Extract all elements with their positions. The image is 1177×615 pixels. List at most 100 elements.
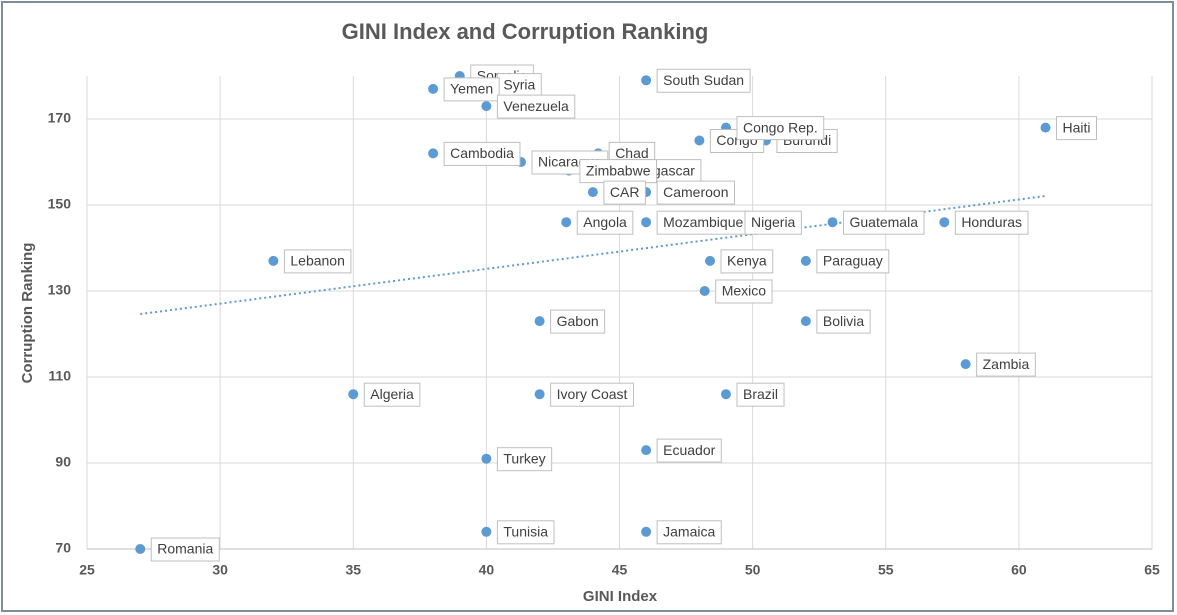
point xyxy=(587,187,598,198)
point-label: Algeria xyxy=(370,386,414,402)
point-label: Nigeria xyxy=(751,214,796,230)
x-tick-label: 35 xyxy=(345,562,361,578)
y-tick-label: 130 xyxy=(48,282,72,298)
y-tick-label: 70 xyxy=(55,540,71,556)
point-label: Honduras xyxy=(961,214,1022,230)
label-box xyxy=(656,438,722,463)
label-box xyxy=(443,141,521,166)
label-box xyxy=(656,180,735,205)
y-tick-label: 90 xyxy=(55,454,71,470)
point-label: Angola xyxy=(583,214,627,230)
point xyxy=(960,359,971,370)
point-label: Haiti xyxy=(1063,119,1091,135)
label-box xyxy=(576,210,634,235)
point-label: Zimbabwe xyxy=(586,162,651,178)
label-box xyxy=(954,210,1029,235)
label-box xyxy=(363,382,421,407)
x-tick-label: 65 xyxy=(1144,562,1160,578)
chart-title: GINI Index and Corruption Ranking xyxy=(342,19,709,44)
point xyxy=(641,217,652,228)
point xyxy=(481,101,492,112)
label-box xyxy=(496,94,576,119)
point xyxy=(800,255,811,266)
point-label: Syria xyxy=(503,76,535,92)
point-label: Chad xyxy=(615,145,648,161)
point-label: Ivory Coast xyxy=(557,386,628,402)
label-box xyxy=(550,309,606,334)
point xyxy=(561,217,572,228)
label-box xyxy=(976,352,1036,377)
label-box xyxy=(715,279,773,304)
point xyxy=(428,83,439,94)
label-box xyxy=(150,537,220,562)
point xyxy=(641,445,652,456)
label-box xyxy=(720,249,774,274)
point-label: Congo Rep. xyxy=(743,119,818,135)
point xyxy=(694,135,705,146)
point-label: Mexico xyxy=(722,283,767,299)
point-label: CAR xyxy=(610,184,640,200)
x-axis-title: GINI Index xyxy=(583,588,658,605)
point xyxy=(800,316,811,327)
point-label: Jamaica xyxy=(663,524,715,540)
point xyxy=(699,286,710,296)
point xyxy=(348,389,359,400)
point xyxy=(721,389,731,400)
point-label: Kenya xyxy=(727,253,767,269)
y-tick-label: 110 xyxy=(48,368,71,384)
point xyxy=(827,217,838,228)
label-box xyxy=(744,210,802,235)
label-box xyxy=(283,249,352,274)
x-tick-label: 55 xyxy=(878,562,894,578)
y-tick-label: 170 xyxy=(48,110,72,126)
label-box xyxy=(1056,116,1098,141)
label-box xyxy=(550,382,634,407)
point xyxy=(641,526,652,537)
point xyxy=(534,316,545,327)
x-tick-label: 40 xyxy=(479,562,495,578)
point xyxy=(705,255,716,266)
point-label: Guatemala xyxy=(850,214,919,230)
label-box xyxy=(816,309,871,334)
point xyxy=(481,526,492,537)
point-label: Mozambique xyxy=(663,214,743,230)
x-tick-label: 60 xyxy=(1011,562,1027,578)
label-box xyxy=(736,382,785,407)
point-label: Bolivia xyxy=(823,313,864,329)
point xyxy=(135,544,146,554)
point-label: Cameroon xyxy=(663,184,728,200)
point xyxy=(534,389,545,400)
point-label: South Sudan xyxy=(663,72,744,88)
point-label: Romania xyxy=(157,541,213,557)
point xyxy=(641,75,652,86)
point-label: Brazil xyxy=(743,386,778,402)
point-label: Yemen xyxy=(450,81,493,97)
label-box xyxy=(843,210,925,235)
x-tick-label: 25 xyxy=(79,562,95,578)
label-box xyxy=(443,77,500,102)
label-box xyxy=(603,180,646,205)
label-box xyxy=(736,116,825,141)
point-label: Tunisia xyxy=(503,524,548,540)
point xyxy=(481,453,492,464)
point-label: Ecuador xyxy=(663,442,715,458)
x-tick-label: 30 xyxy=(212,562,228,578)
point-label: Cambodia xyxy=(450,145,514,161)
point-label: Turkey xyxy=(503,450,545,466)
x-tick-label: 50 xyxy=(745,562,761,578)
point-label: Paraguay xyxy=(823,253,883,269)
label-box xyxy=(496,447,553,472)
label-box xyxy=(656,68,751,93)
label-box xyxy=(656,520,722,545)
point-label: Zambia xyxy=(983,356,1030,372)
point-label: Lebanon xyxy=(290,253,345,269)
y-axis-title: Corruption Ranking xyxy=(19,243,36,384)
label-box xyxy=(496,520,555,545)
point-label: Gabon xyxy=(557,313,599,329)
y-tick-label: 150 xyxy=(48,196,72,212)
point xyxy=(1040,122,1051,133)
label-box xyxy=(816,249,890,274)
point-label: Venezuela xyxy=(503,98,569,114)
